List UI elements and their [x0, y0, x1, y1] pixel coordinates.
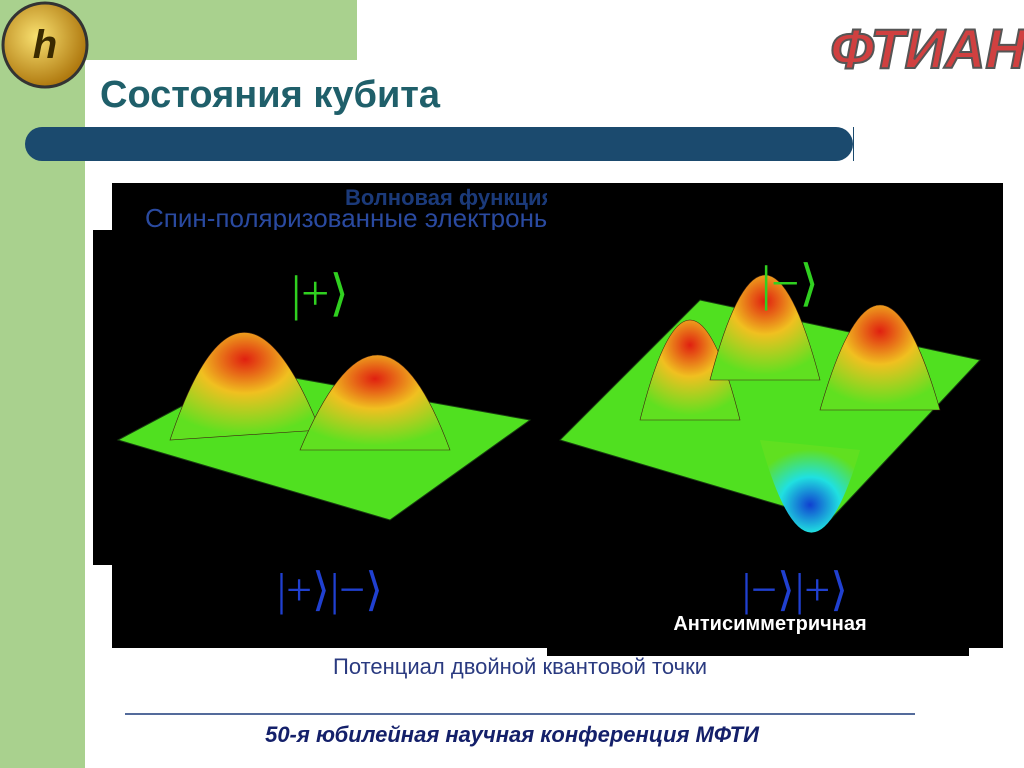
- peak: [709, 274, 821, 381]
- peak: [639, 319, 741, 421]
- title: Состояния кубита: [100, 74, 441, 116]
- ket: |−⟩: [761, 255, 819, 311]
- peak: [819, 304, 941, 411]
- bar-end: [853, 127, 854, 161]
- figure-subtitle: Спин-поляризованные электроны:: [145, 203, 560, 233]
- figure-edge: [547, 648, 969, 656]
- peak: [299, 354, 451, 451]
- logo-mark: h: [33, 23, 57, 67]
- ket: |+⟩: [291, 265, 349, 321]
- peak: [169, 332, 321, 441]
- figure-label: Антисимметричная: [673, 613, 866, 635]
- ket: |+⟩|−⟩: [277, 564, 383, 615]
- footer: 50-я юбилейная научная конференция МФТИ: [265, 722, 760, 747]
- logo-text: ФТИАН: [830, 17, 1024, 80]
- ket: |−⟩|+⟩: [742, 564, 848, 615]
- dip: [760, 440, 860, 533]
- figure-caption: Потенциал двойной квантовой точки: [333, 654, 707, 679]
- logo-left: [1, 1, 89, 89]
- title-bar: [25, 127, 853, 161]
- side-strip: [0, 0, 85, 768]
